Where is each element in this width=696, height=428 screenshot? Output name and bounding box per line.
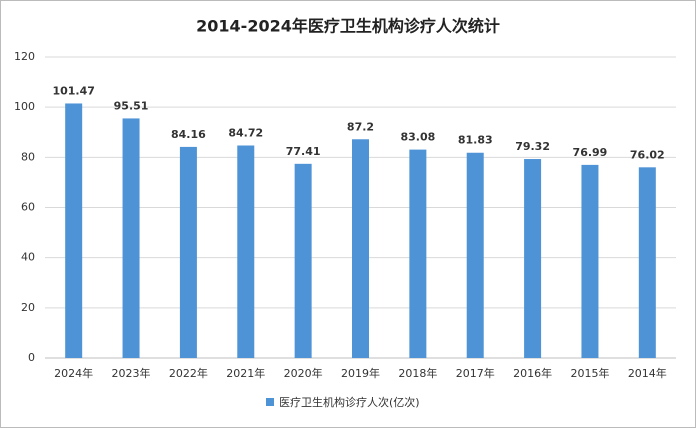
y-tick-label: 40 <box>21 251 35 264</box>
y-tick-label: 0 <box>28 351 35 364</box>
value-label: 77.41 <box>286 145 321 158</box>
x-tick-label: 2021年 <box>226 366 265 380</box>
value-label: 84.72 <box>228 126 263 139</box>
value-label: 95.51 <box>114 99 149 112</box>
x-tick-label: 2020年 <box>284 366 323 380</box>
value-label: 84.16 <box>171 128 206 141</box>
y-tick-label: 60 <box>21 201 35 214</box>
bar <box>65 103 83 358</box>
value-label: 81.83 <box>458 134 493 147</box>
value-label: 76.02 <box>630 148 665 161</box>
y-tick-label: 80 <box>21 150 35 163</box>
x-tick-label: 2017年 <box>456 366 495 380</box>
value-label: 101.47 <box>52 84 94 97</box>
x-tick-label: 2022年 <box>169 366 208 380</box>
x-tick-label: 2014年 <box>628 366 667 380</box>
bar <box>524 159 542 358</box>
bar <box>581 164 599 358</box>
x-tick-label: 2018年 <box>398 366 437 380</box>
x-tick-label: 2015年 <box>570 366 609 380</box>
x-tick-label: 2024年 <box>54 366 93 380</box>
bar <box>237 145 255 358</box>
bar <box>638 167 656 358</box>
bar <box>409 149 427 358</box>
chart-title: 2014-2024年医疗卫生机构诊疗人次统计 <box>196 17 500 36</box>
x-tick-label: 2019年 <box>341 366 380 380</box>
x-tick-label: 2016年 <box>513 366 552 380</box>
bar <box>294 163 312 358</box>
bar <box>122 118 140 359</box>
y-tick-label: 100 <box>14 100 35 113</box>
bar <box>466 152 484 358</box>
bar <box>352 139 369 358</box>
legend-label: 医疗卫生机构诊疗人次(亿次) <box>279 395 420 409</box>
legend-swatch <box>266 398 274 406</box>
x-tick-label: 2023年 <box>112 366 151 380</box>
y-tick-label: 120 <box>14 50 35 63</box>
y-tick-label: 20 <box>21 301 35 314</box>
value-label: 76.99 <box>573 146 608 159</box>
value-label: 87.2 <box>347 120 374 133</box>
bar <box>179 146 197 358</box>
value-label: 83.08 <box>400 131 435 144</box>
value-label: 79.32 <box>515 140 550 153</box>
